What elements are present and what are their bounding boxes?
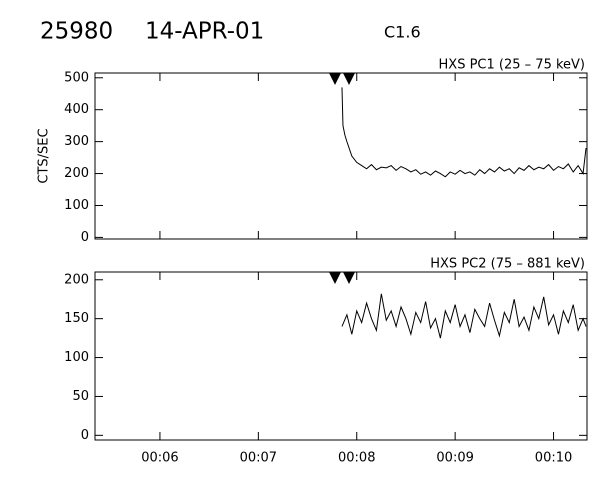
orbit-id: 25980 bbox=[40, 19, 113, 45]
y-axis-label: CTS/SEC bbox=[37, 128, 52, 183]
x-tick-label: 00:07 bbox=[240, 451, 277, 466]
data-line bbox=[341, 87, 587, 178]
y-tick-label: 500 bbox=[64, 70, 89, 85]
panel-title: HXS PC2 (75 – 881 keV) bbox=[430, 257, 585, 272]
data-line bbox=[341, 293, 587, 339]
date: 14-APR-01 bbox=[145, 19, 264, 45]
x-tick-label: 00:08 bbox=[338, 451, 375, 466]
marker bbox=[343, 73, 355, 85]
y-tick-label: 200 bbox=[64, 166, 89, 181]
y-tick-label: 300 bbox=[64, 134, 89, 149]
x-tick-label: 00:09 bbox=[436, 451, 473, 466]
y-tick-label: 50 bbox=[72, 389, 89, 404]
y-tick-label: 100 bbox=[64, 350, 89, 365]
marker bbox=[343, 272, 355, 284]
flare-class: C1.6 bbox=[384, 23, 421, 42]
marker bbox=[329, 272, 341, 284]
y-tick-label: 400 bbox=[64, 102, 89, 117]
y-tick-label: 0 bbox=[81, 230, 89, 245]
y-tick-label: 0 bbox=[81, 428, 89, 443]
y-tick-label: 100 bbox=[64, 198, 89, 213]
plot-frame bbox=[94, 271, 588, 441]
panel-title: HXS PC1 (25 – 75 keV) bbox=[439, 58, 585, 73]
x-tick-label: 00:06 bbox=[141, 451, 178, 466]
x-tick-label: 00:10 bbox=[535, 451, 572, 466]
y-tick-label: 200 bbox=[64, 272, 89, 287]
y-tick-label: 150 bbox=[64, 311, 89, 326]
marker bbox=[329, 73, 341, 85]
plot-frame bbox=[94, 72, 588, 240]
